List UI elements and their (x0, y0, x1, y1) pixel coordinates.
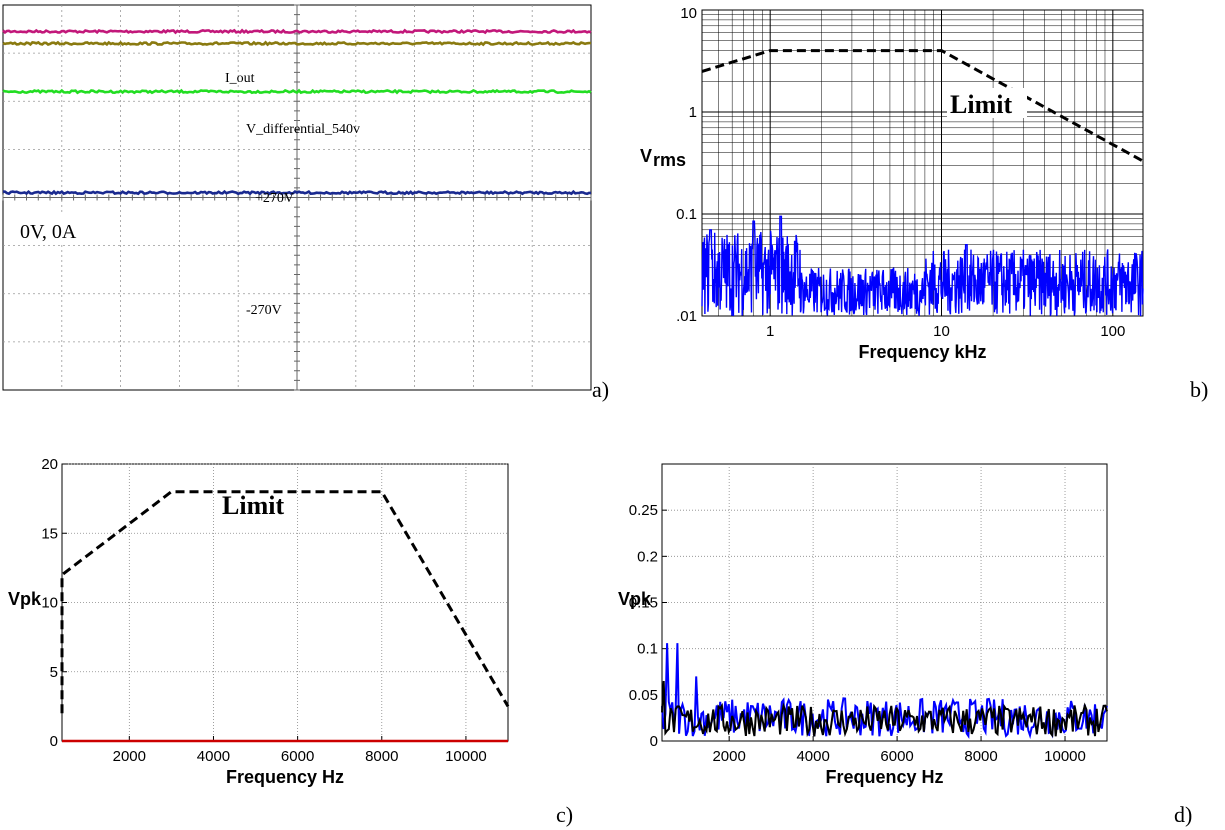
scope-label: I_out (225, 71, 255, 86)
panel-label-d: d) (1174, 802, 1192, 827)
y-axis-subscript: rms (653, 150, 686, 170)
scope-trace (2, 40, 592, 47)
scope-trace (2, 189, 591, 196)
y-tick-label: 1 (689, 104, 697, 121)
y-tick-label: 20 (41, 456, 58, 473)
measured-series-black (661, 680, 1108, 738)
x-axis-title: Frequency Hz (825, 767, 943, 787)
x-tick-label: 6000 (281, 748, 314, 765)
y-tick-label: .01 (676, 308, 697, 325)
x-tick-label: 1 (766, 323, 774, 340)
y-axis-title: Vpk (8, 589, 42, 609)
panel-d: 2000 4000 6000 8000 10000 0 0.05 0.1 0.15 0.2 0.25… (618, 463, 1192, 827)
x-tick-label: 4000 (796, 748, 829, 765)
measured-series (701, 215, 1144, 317)
scope-label: +270V (255, 191, 294, 206)
x-tick-label: 10000 (445, 748, 487, 765)
y-tick-label: 0.1 (676, 206, 697, 223)
panel-b: 1 10 100 .01 0.1 1 10 Frequency kHz V rms Limit b) (640, 5, 1208, 402)
y-tick-label: 10 (41, 595, 58, 612)
panel-label-b: b) (1190, 377, 1208, 402)
x-tick-label: 8000 (365, 748, 398, 765)
panel-label-c: c) (556, 802, 573, 827)
y-tick-label: 0 (50, 733, 58, 750)
ref-label-bg (8, 212, 120, 244)
x-tick-label: 4000 (197, 748, 230, 765)
limit-annotation: Limit (950, 90, 1012, 119)
x-axis-title: Frequency kHz (858, 342, 986, 362)
y-tick-label: 0.1 (637, 641, 658, 658)
y-tick-label: 5 (50, 664, 58, 681)
x-tick-label: 2000 (712, 748, 745, 765)
y-tick-label: 0.25 (629, 502, 658, 519)
panel-label-a: a) (592, 377, 609, 402)
x-tick-label: 2000 (113, 748, 146, 765)
x-tick-label: 6000 (880, 748, 913, 765)
scope-trace (2, 88, 592, 95)
x-axis-title: Frequency Hz (226, 767, 344, 787)
y-tick-label: 0 (650, 733, 658, 750)
y-axis-title: V (640, 146, 652, 166)
limit-line (701, 49, 1144, 163)
y-axis-title: Vpk (618, 589, 652, 609)
reference-label: 0V, 0A (20, 221, 77, 243)
y-tick-label: 10 (680, 5, 697, 22)
scope-label: -270V (246, 303, 282, 318)
scope-trace (2, 28, 592, 35)
x-tick-label: 10 (933, 323, 950, 340)
y-tick-label: 0.05 (629, 687, 658, 704)
limit-annotation: Limit (222, 491, 284, 520)
limit-line (60, 490, 510, 714)
scope-panel: I_out V_differential_540v +270V -270V 0V, 0A… (2, 4, 609, 402)
panel-c: 2000 4000 6000 8000 10000 0 5 10 15 20 Frequency H… (8, 456, 573, 827)
scope-label: V_differential_540v (246, 122, 360, 137)
x-tick-label: 10000 (1044, 748, 1086, 765)
x-tick-label: 100 (1100, 323, 1125, 340)
y-tick-label: 0.2 (637, 548, 658, 565)
y-tick-label: 15 (41, 525, 58, 542)
y-tick-label: 0.15 (629, 595, 658, 612)
limit-label-bg (947, 88, 1027, 118)
x-tick-label: 8000 (964, 748, 997, 765)
